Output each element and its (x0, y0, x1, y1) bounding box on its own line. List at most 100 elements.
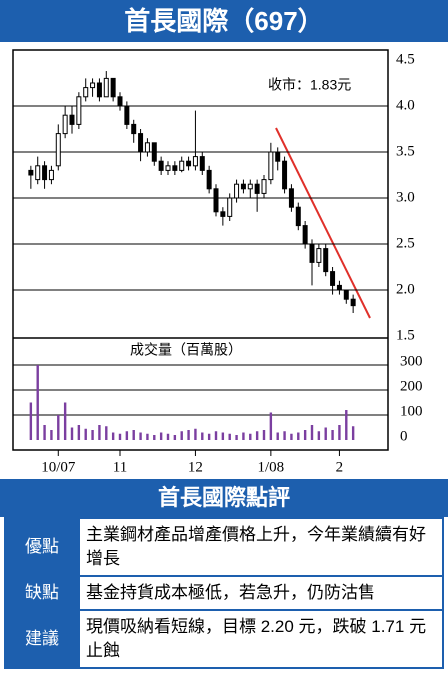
volume-bar (317, 431, 321, 440)
candle-body (165, 165, 171, 171)
y2-tick-label: 200 (400, 378, 423, 394)
candle-body (261, 179, 267, 194)
volume-bar (221, 432, 225, 440)
review-label: 優點 (4, 517, 80, 577)
volume-bar (70, 427, 74, 440)
candle-body (35, 165, 41, 181)
review-text: 主業鋼材產品增產價格上升，今年業績續有好增長 (78, 517, 444, 577)
candle-body (350, 298, 356, 307)
candle-body (282, 160, 288, 190)
candle-body (55, 133, 61, 167)
y-tick-label: 4.0 (396, 97, 415, 113)
volume-bar (166, 433, 170, 440)
candle-body (227, 197, 233, 217)
review-text: 基金持貨成本極低，若急升，仍防沽售 (78, 575, 444, 611)
volume-bar (43, 425, 46, 440)
volume-bar (297, 432, 300, 440)
volume-bar (276, 432, 279, 440)
candle-body (254, 183, 260, 194)
volume-bar (207, 433, 211, 440)
volume-bar (29, 402, 33, 440)
candle-body (192, 156, 198, 167)
y-tick-label: 1.5 (396, 327, 415, 343)
volume-bar (235, 435, 238, 440)
volume-bar (242, 432, 245, 440)
review-row: 優點 主業鋼材產品增產價格上升，今年業績續有好增長 (4, 517, 444, 577)
candle-body (28, 169, 34, 176)
candle-body (295, 206, 301, 227)
volume-bar (63, 402, 67, 440)
review-label: 建議 (4, 609, 80, 669)
candle-body (117, 96, 123, 107)
title: 首長國際（697） (0, 0, 448, 42)
volume-bar (91, 430, 94, 440)
volume-bar (173, 435, 177, 440)
candle-body (42, 165, 48, 181)
y2-tick-label: 100 (400, 403, 423, 419)
frame (12, 49, 389, 451)
y-tick-label: 3.5 (396, 143, 415, 159)
candle-body (330, 271, 336, 286)
candle-body (96, 82, 102, 98)
candle-body (90, 82, 96, 89)
candle-body (138, 133, 144, 153)
volume-bar (153, 435, 156, 440)
candle-body (69, 114, 75, 125)
volume-bar (249, 433, 252, 440)
volume-bar (283, 431, 286, 440)
y-tick-label: 2.5 (396, 235, 415, 251)
y-tick-label: 4.5 (396, 51, 415, 67)
volume-bar (345, 410, 348, 440)
candle-body (103, 77, 109, 98)
candle-body (158, 160, 164, 171)
candle-body (213, 188, 219, 213)
candle-body (288, 188, 294, 208)
candle-body (309, 243, 315, 263)
volume-bar (146, 433, 149, 440)
volume-bar (269, 412, 273, 440)
x-tick-label: 10/07 (41, 459, 76, 475)
candle-body (220, 211, 226, 217)
candle-body (172, 165, 178, 171)
candle-body (83, 87, 89, 98)
candle-body (336, 284, 342, 291)
volume-bar (180, 431, 183, 440)
volume-bar (50, 430, 53, 440)
candle-body (247, 183, 253, 190)
review-title: 首長國際點評 (0, 479, 448, 517)
volume-bar (351, 426, 355, 440)
candle-body (302, 225, 308, 245)
volume-bar (187, 430, 190, 440)
candle-body (275, 151, 281, 162)
candle-body (240, 183, 246, 190)
volume-bar (77, 425, 81, 440)
review-label: 缺點 (4, 575, 80, 611)
volume-bar (214, 431, 218, 440)
volume-bar (159, 432, 163, 440)
candle-body (151, 142, 157, 162)
x-tick-label: 1/08 (258, 459, 285, 475)
volume-bar (255, 431, 259, 440)
volume-bar (36, 365, 39, 440)
candle-body (343, 289, 349, 300)
volume-bar (324, 427, 327, 440)
review-row: 建議 現價吸納看短線，目標 2.20 元，跌破 1.71 元止蝕 (4, 609, 444, 669)
y-tick-label: 2.0 (396, 281, 415, 297)
volume-bar (132, 430, 135, 440)
review-table: 優點 主業鋼材產品增產價格上升，今年業績續有好增長 缺點 基金持貨成本極低，若急升，仍… (4, 517, 444, 669)
x-tick-label: 12 (188, 459, 203, 475)
candle-body (48, 169, 54, 181)
y2-tick-label: 300 (400, 353, 423, 369)
chart: 收市：1.83元 成交量（百萬股） 1.5 2.0 2.5 3.0 3.5 4.0 4.5 0… (12, 49, 423, 475)
y-tick-label: 3.0 (396, 189, 415, 205)
volume-bar (228, 433, 231, 440)
candle-body (234, 183, 240, 199)
volume-bar (310, 425, 314, 440)
volume-bar (139, 432, 142, 440)
volume-bar (98, 425, 101, 440)
candle-body (268, 151, 274, 181)
volume-bar (57, 415, 60, 440)
volume-bar (262, 430, 266, 440)
trend-line (275, 127, 371, 319)
